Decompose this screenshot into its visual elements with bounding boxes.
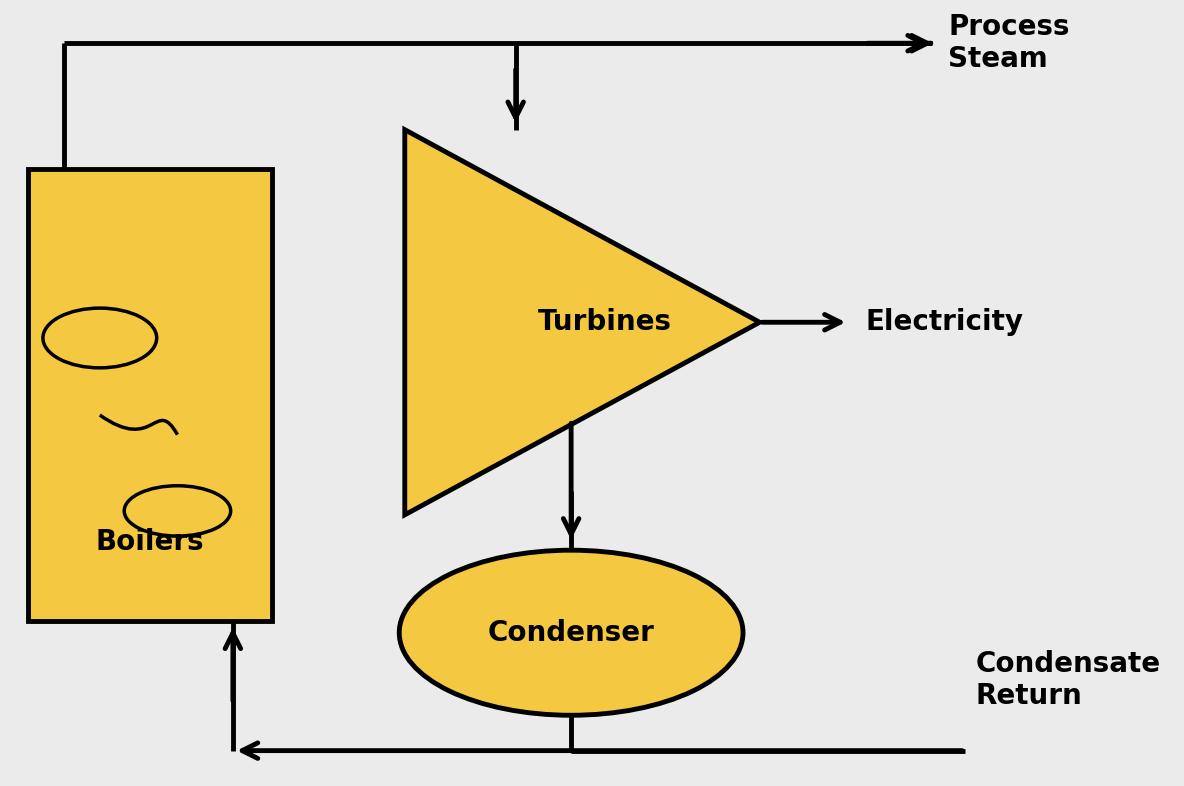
Ellipse shape — [399, 550, 744, 715]
Polygon shape — [405, 130, 760, 515]
Text: Boilers: Boilers — [96, 528, 204, 556]
Text: Condensate
Return: Condensate Return — [976, 650, 1162, 710]
Text: Condenser: Condenser — [488, 619, 655, 647]
Bar — [27, 169, 271, 621]
Text: Electricity: Electricity — [866, 308, 1023, 336]
Text: Process
Steam: Process Steam — [948, 13, 1069, 73]
Text: Turbines: Turbines — [538, 308, 671, 336]
